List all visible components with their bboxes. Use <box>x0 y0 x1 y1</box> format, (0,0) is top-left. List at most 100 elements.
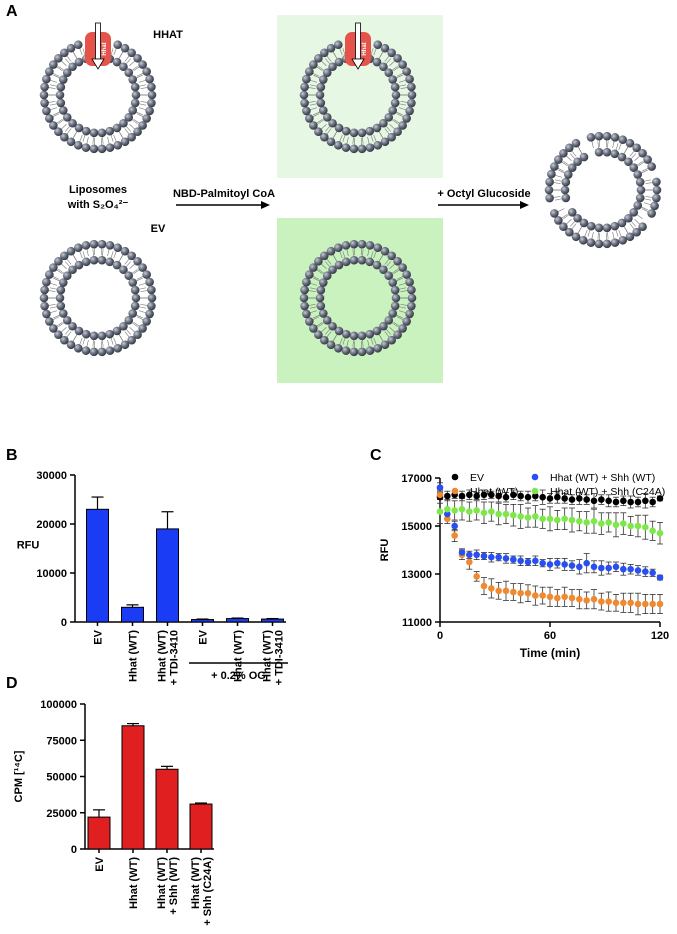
lipid-head <box>147 301 156 311</box>
bar <box>191 619 214 623</box>
lipid-tail <box>50 84 57 87</box>
data-point <box>568 496 576 503</box>
lipid-head <box>380 137 390 147</box>
protein-label: Hhat <box>362 42 368 55</box>
data-point <box>649 600 656 608</box>
data-point <box>495 553 502 561</box>
lipid-tail <box>638 161 645 167</box>
lipid-tail <box>396 314 403 319</box>
data-point <box>546 515 554 523</box>
lipid-head <box>68 62 77 72</box>
lipid-head <box>45 67 54 76</box>
lipid-tail <box>102 339 104 347</box>
lipid-tail <box>92 339 94 347</box>
lipid-tail <box>61 263 67 269</box>
lipid-tail <box>346 136 349 144</box>
lipid-head <box>372 326 382 336</box>
lipid-tail <box>136 314 143 319</box>
lipid-tail <box>373 134 377 142</box>
lipid-head <box>565 143 574 153</box>
lipid-tail <box>140 101 148 103</box>
lipid-tail <box>66 55 72 62</box>
lipid-head <box>618 135 628 145</box>
lipid-head <box>97 128 107 138</box>
lipid-head <box>629 163 639 172</box>
lipid-head <box>74 326 84 336</box>
lipid-tail <box>93 137 96 145</box>
lipid-tail <box>131 65 138 71</box>
bar <box>261 618 284 623</box>
data-point <box>568 562 576 569</box>
lipid-tail <box>66 258 72 265</box>
lipid-tail <box>352 136 354 144</box>
lipid-tail <box>93 340 96 348</box>
legend-marker <box>451 473 459 481</box>
lipid-head <box>398 60 407 69</box>
lipid-head <box>341 257 351 267</box>
y-tick-label: 10000 <box>36 568 67 580</box>
lipid-tail <box>557 208 565 212</box>
lipid-tail <box>605 232 608 240</box>
protein-arrow-head <box>351 58 365 70</box>
lipid-head <box>322 316 332 325</box>
lipid-head <box>349 144 359 154</box>
legend-label: Hhat (WT) <box>470 486 518 498</box>
lipid-head <box>300 98 309 108</box>
lipid-head <box>60 48 69 58</box>
lipid-head <box>602 147 612 157</box>
lipid-head <box>398 121 407 130</box>
data-point <box>466 558 473 566</box>
data-point <box>539 515 546 523</box>
legend-label: EV <box>470 472 484 484</box>
lipid-head <box>391 90 401 100</box>
lipid-head <box>333 140 343 150</box>
lipid-tail <box>125 126 132 132</box>
lipid-tail <box>584 229 588 237</box>
data-point <box>561 515 568 523</box>
lipid-head <box>60 251 69 261</box>
lipid-tail <box>370 337 374 345</box>
lipid-head <box>105 241 115 250</box>
x-tick-label: 0 <box>437 630 443 642</box>
lipid-head <box>594 147 604 157</box>
lipid-head <box>314 330 323 340</box>
data-point <box>649 498 656 506</box>
data-point <box>480 491 488 499</box>
lipid-head <box>398 324 407 333</box>
data-point <box>480 509 488 517</box>
lipid-head <box>407 301 416 311</box>
lipid-head <box>124 68 134 77</box>
lipid-tail <box>312 316 320 320</box>
lipid-tail <box>378 255 383 262</box>
lipid-head <box>119 265 128 275</box>
lipid-head <box>322 113 332 122</box>
lipid-head <box>128 106 138 115</box>
lipid-head <box>349 239 359 249</box>
lipid-head <box>357 144 367 154</box>
data-point <box>642 600 649 608</box>
lipid-tail <box>66 331 72 338</box>
lipid-head <box>305 317 314 326</box>
lipid-head <box>97 255 107 265</box>
lipid-head <box>384 271 394 280</box>
lipid-tail <box>50 103 57 106</box>
data-point <box>546 495 554 502</box>
lipid-tail <box>333 334 338 341</box>
data-point <box>568 516 576 524</box>
lipid-head <box>302 309 311 319</box>
lipid-tail <box>324 261 331 267</box>
lipid-head <box>49 60 58 69</box>
lipid-tail <box>385 126 392 132</box>
lipid-head <box>405 309 414 319</box>
lipid-tail <box>641 168 649 172</box>
lipid-tail <box>370 251 374 259</box>
lipid-tail <box>629 150 635 157</box>
lipid-head <box>305 67 314 76</box>
lipid-head <box>66 43 76 53</box>
lipid-head <box>39 293 49 303</box>
lipid-tail <box>310 310 317 314</box>
data-point <box>634 567 642 574</box>
lipid-tail <box>598 232 601 240</box>
lipid-head <box>73 140 83 150</box>
lipid-head <box>89 331 99 341</box>
